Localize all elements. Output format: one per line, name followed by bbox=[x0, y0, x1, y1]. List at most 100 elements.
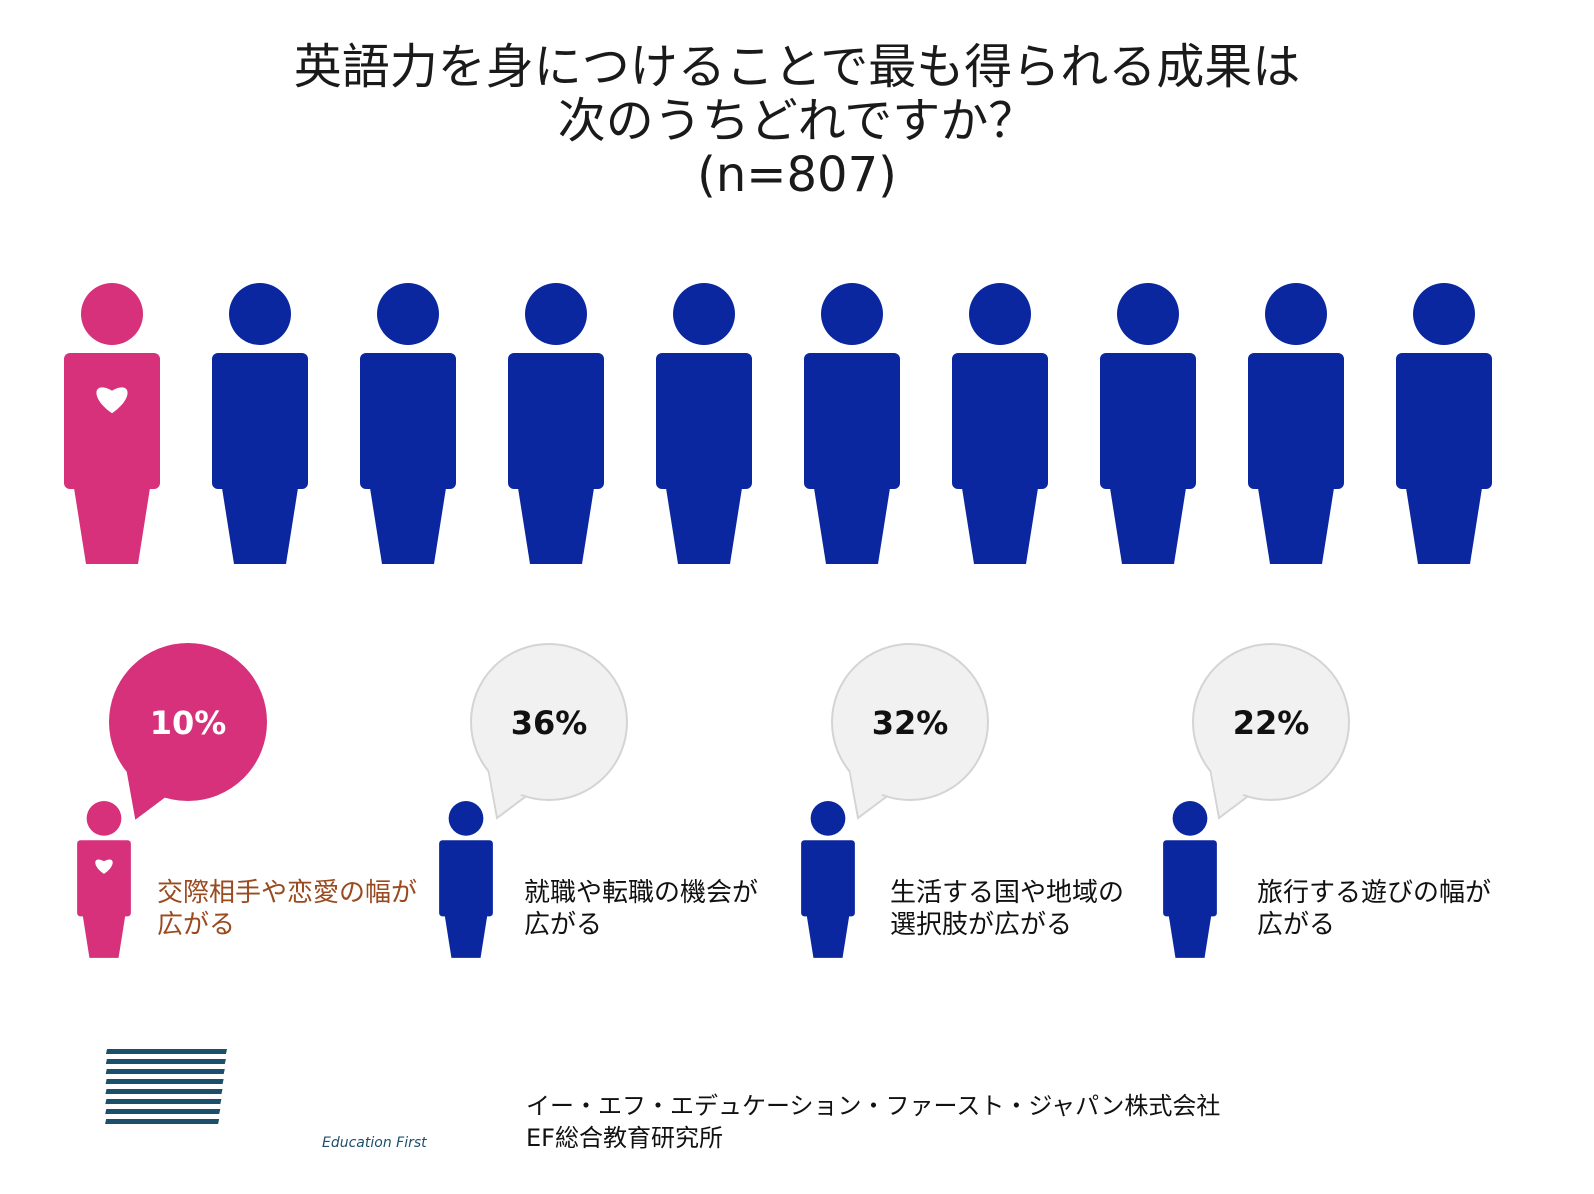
speech-bubble-1: 10% bbox=[109, 643, 267, 820]
ef-logo-caption: Education First bbox=[322, 1135, 427, 1151]
category-label-2-line1: 就職や転職の機会が bbox=[524, 878, 759, 908]
category-label-1-line2: 広がる bbox=[157, 910, 236, 940]
pictogram-figure-9-torso bbox=[1248, 353, 1344, 489]
category-figure-3-legs bbox=[806, 915, 850, 958]
pictogram-figure-2 bbox=[212, 283, 308, 564]
title-line-1: 英語力を身につけることで最も得られる成果は bbox=[293, 39, 1301, 95]
category-figure-1-head bbox=[86, 801, 122, 836]
pictogram-figure-6-head bbox=[821, 283, 883, 345]
footer-institute: EF総合教育研究所 bbox=[526, 1124, 723, 1152]
pictogram-figure-4-legs bbox=[518, 488, 594, 564]
category-figure-3 bbox=[801, 801, 855, 958]
speech-bubble-body bbox=[470, 643, 628, 801]
category-markers: 10% 36% 32% 22% bbox=[77, 643, 1350, 958]
ef-logo-stripe bbox=[105, 1119, 220, 1124]
pictogram-figure-4-head bbox=[525, 283, 587, 345]
value-label-4: 22% bbox=[1233, 704, 1310, 742]
pictogram-figure-2-legs bbox=[222, 488, 298, 564]
pictogram-figure-8-legs bbox=[1110, 488, 1186, 564]
category-figure-2-legs bbox=[444, 915, 488, 958]
pictogram-figure-7-legs bbox=[962, 488, 1038, 564]
category-label-1: 交際相手や恋愛の幅が 広がる bbox=[157, 877, 417, 941]
category-label-4-line1: 旅行する遊びの幅が bbox=[1257, 878, 1492, 908]
speech-bubble-seam bbox=[1210, 764, 1247, 812]
pictogram-figure-3-legs bbox=[370, 488, 446, 564]
pictogram-figure-4-torso bbox=[508, 353, 604, 489]
chart-title: 英語力を身につけることで最も得られる成果は 次のうちどれですか？ (n=807) bbox=[0, 40, 1594, 202]
pictogram-figure-9-head bbox=[1265, 283, 1327, 345]
heart-icon bbox=[96, 387, 128, 414]
ef-logo-stripe bbox=[105, 1079, 224, 1084]
category-figure-4 bbox=[1163, 801, 1217, 958]
speech-bubble-4: 22% bbox=[1192, 643, 1350, 820]
ef-logo: Education First bbox=[105, 1047, 454, 1151]
pictogram-figure-1-head bbox=[81, 283, 143, 345]
title-line-2: 次のうちどれですか？ bbox=[557, 93, 1037, 149]
pictogram-figure-3-head bbox=[377, 283, 439, 345]
pictogram-figure-8 bbox=[1100, 283, 1196, 564]
pictogram-figure-10-torso bbox=[1396, 353, 1492, 489]
heart-icon bbox=[95, 859, 113, 874]
speech-bubble-body bbox=[109, 643, 267, 801]
category-figure-3-head bbox=[810, 801, 846, 836]
pictogram-figure-10 bbox=[1396, 283, 1492, 564]
pictogram-figure-5-torso bbox=[656, 353, 752, 489]
footer-company: イー・エフ・エデュケーション・ファースト・ジャパン株式会社 bbox=[526, 1092, 1221, 1120]
category-figure-2 bbox=[439, 801, 493, 958]
ef-logo-stripe bbox=[105, 1049, 228, 1054]
category-figure-1-torso bbox=[77, 840, 131, 917]
pictogram-figure-7-head bbox=[969, 283, 1031, 345]
pictogram-figure-6 bbox=[804, 283, 900, 564]
speech-bubble-seam bbox=[488, 764, 525, 812]
pictogram-figure-5-head bbox=[673, 283, 735, 345]
category-figure-4-legs bbox=[1168, 915, 1212, 958]
pictogram-figure-4 bbox=[508, 283, 604, 564]
pictogram-figure-10-head bbox=[1413, 283, 1475, 345]
category-label-4: 旅行する遊びの幅が 広がる bbox=[1257, 877, 1491, 941]
category-figure-3-torso bbox=[801, 840, 855, 917]
pictogram-figure-8-torso bbox=[1100, 353, 1196, 489]
pictogram-row bbox=[64, 283, 1492, 564]
ef-logo-stripe bbox=[105, 1109, 221, 1114]
category-label-3-line2: 選択肢が広がる bbox=[890, 910, 1073, 940]
pictogram-figure-3-torso bbox=[360, 353, 456, 489]
category-label-3: 生活する国や地域の 選択肢が広がる bbox=[890, 877, 1124, 941]
ef-logo-stripe bbox=[105, 1089, 223, 1094]
pictogram-figure-5-legs bbox=[666, 488, 742, 564]
pictogram-figure-10-legs bbox=[1406, 488, 1482, 564]
speech-bubble-2: 36% bbox=[470, 643, 628, 820]
pictogram-figure-5 bbox=[656, 283, 752, 564]
pictogram-figure-2-torso bbox=[212, 353, 308, 489]
pictogram-figure-6-legs bbox=[814, 488, 890, 564]
pictogram-figure-1-legs bbox=[74, 488, 150, 564]
category-label-3-line1: 生活する国や地域の bbox=[890, 878, 1125, 908]
footer-text: イー・エフ・エデュケーション・ファースト・ジャパン株式会社 EF総合教育研究所 bbox=[526, 1090, 1220, 1154]
category-label-4-line2: 広がる bbox=[1257, 910, 1336, 940]
ef-logo-stripe bbox=[105, 1069, 225, 1074]
pictogram-figure-1-torso bbox=[64, 353, 160, 489]
category-figure-2-torso bbox=[439, 840, 493, 917]
title-line-3: (n=807) bbox=[697, 147, 897, 203]
speech-bubble-3: 32% bbox=[831, 643, 989, 820]
pictogram-figure-7-torso bbox=[952, 353, 1048, 489]
speech-bubble-body bbox=[831, 643, 989, 801]
value-label-3: 32% bbox=[872, 704, 949, 742]
pictogram-figure-9 bbox=[1248, 283, 1344, 564]
pictogram-figure-1 bbox=[64, 283, 160, 564]
category-figure-2-head bbox=[448, 801, 484, 836]
pictogram-figure-8-head bbox=[1117, 283, 1179, 345]
pictogram-figure-6-torso bbox=[804, 353, 900, 489]
category-label-1-line1: 交際相手や恋愛の幅が bbox=[157, 878, 418, 908]
category-label-2: 就職や転職の機会が 広がる bbox=[524, 877, 758, 941]
speech-bubble-seam bbox=[849, 764, 886, 812]
pictogram-figure-3 bbox=[360, 283, 456, 564]
ef-logo-bg bbox=[320, 1047, 454, 1129]
value-label-2: 36% bbox=[511, 704, 588, 742]
speech-bubble-seam bbox=[127, 764, 164, 812]
pictogram-figure-7 bbox=[952, 283, 1048, 564]
category-figure-1 bbox=[77, 801, 131, 958]
category-figure-4-head bbox=[1172, 801, 1208, 836]
category-figure-1-legs bbox=[82, 915, 126, 958]
speech-bubble-body bbox=[1192, 643, 1350, 801]
